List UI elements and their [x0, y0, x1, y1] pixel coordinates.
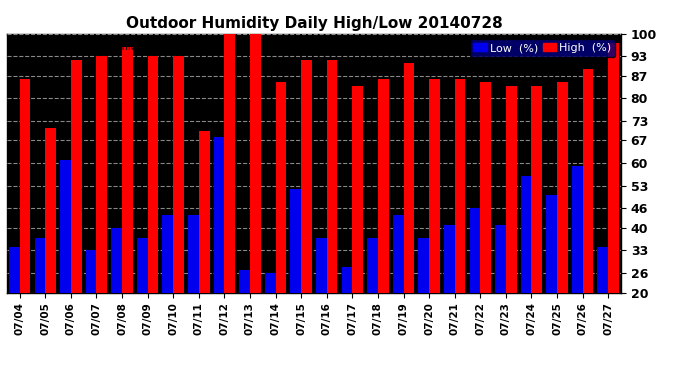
Bar: [20, 79, 30, 292]
Bar: [9, 247, 20, 292]
Text: Copyright 2014 Cartronics.com: Copyright 2014 Cartronics.com: [13, 42, 165, 51]
Bar: [275, 82, 286, 292]
Bar: [265, 273, 275, 292]
Bar: [572, 166, 582, 292]
Bar: [71, 60, 81, 292]
Legend: Low  (%), High  (%): Low (%), High (%): [469, 39, 615, 57]
Title: Outdoor Humidity Daily High/Low 20140728: Outdoor Humidity Daily High/Low 20140728: [126, 16, 502, 31]
Bar: [521, 176, 531, 292]
Bar: [173, 56, 184, 292]
Bar: [188, 215, 199, 292]
Bar: [506, 86, 517, 292]
Bar: [162, 215, 173, 292]
Bar: [111, 228, 122, 292]
Bar: [531, 86, 542, 292]
Bar: [148, 56, 159, 292]
Bar: [46, 128, 56, 292]
Bar: [137, 237, 148, 292]
Bar: [60, 160, 71, 292]
Bar: [455, 79, 466, 292]
Bar: [546, 195, 557, 292]
Bar: [582, 69, 593, 292]
Bar: [418, 237, 429, 292]
Bar: [557, 82, 568, 292]
Bar: [353, 86, 363, 292]
Bar: [34, 237, 46, 292]
Bar: [316, 237, 327, 292]
Bar: [598, 247, 608, 292]
Bar: [86, 251, 97, 292]
Bar: [480, 82, 491, 292]
Bar: [429, 79, 440, 292]
Bar: [239, 270, 250, 292]
Bar: [301, 60, 312, 292]
Bar: [122, 47, 132, 292]
Bar: [495, 225, 506, 292]
Bar: [367, 237, 378, 292]
Bar: [393, 215, 404, 292]
Bar: [199, 131, 210, 292]
Bar: [608, 44, 619, 292]
Bar: [378, 79, 388, 292]
Bar: [404, 63, 414, 292]
Bar: [290, 189, 301, 292]
Bar: [342, 267, 353, 292]
Bar: [97, 56, 107, 292]
Bar: [444, 225, 455, 292]
Bar: [327, 60, 337, 292]
Bar: [214, 137, 224, 292]
Bar: [224, 34, 235, 292]
Bar: [250, 34, 261, 292]
Bar: [469, 209, 480, 292]
